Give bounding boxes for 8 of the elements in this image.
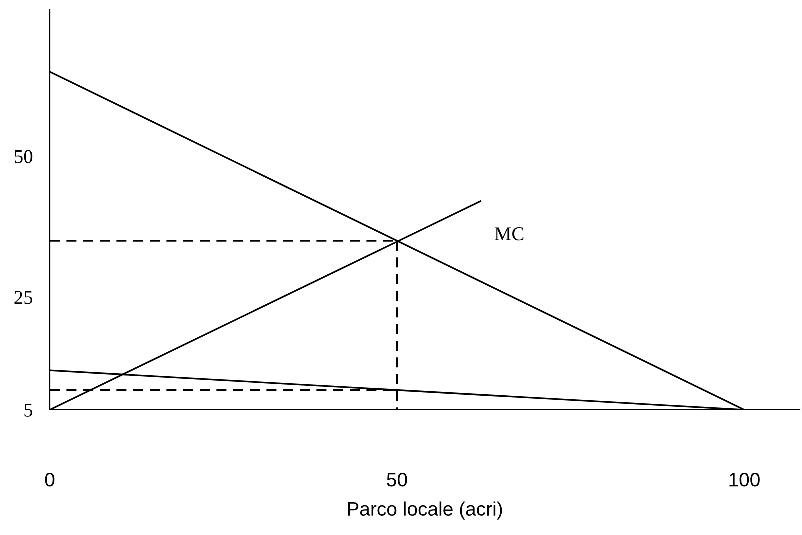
x-tick-label: 0 — [45, 473, 55, 487]
series-label: MC — [495, 228, 524, 241]
x-axis-title: Parco locale (acri) — [348, 502, 502, 520]
x-tick-label: 100 — [730, 473, 760, 487]
y-tick-label: 25 — [14, 291, 33, 304]
y-tick-label: 5 — [24, 404, 33, 417]
y-tick-label: 50 — [15, 150, 33, 164]
x-tick-label: 50 — [387, 473, 408, 487]
